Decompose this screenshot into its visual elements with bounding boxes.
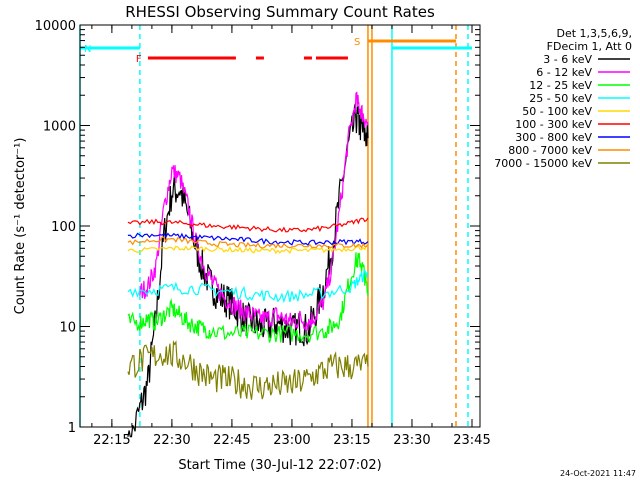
legend-entry-label: 25 - 50 keV (529, 92, 592, 105)
vertical-markers (79, 25, 469, 427)
y-tick-label: 10 (59, 321, 76, 336)
x-tick-label: 22:45 (213, 433, 250, 448)
y-axis-label: Count Rate (s⁻¹ detector⁻¹) (13, 138, 28, 315)
axes: 22:15 22:30 22:45 23:00 23:15 23:30 23:45 1 10 10… (35, 19, 491, 448)
x-tick-label: 23:45 (453, 433, 490, 448)
series-line-3 (127, 269, 369, 304)
series-line-1 (139, 91, 369, 331)
flag-label-F: F (136, 54, 142, 65)
y-tick-label: 10000 (35, 19, 76, 34)
y-tick-label: 100 (51, 220, 76, 235)
legend-header-line: FDecim 1, Att 0 (547, 40, 632, 53)
series-line-7 (127, 236, 369, 249)
x-tick-label: 23:30 (393, 433, 430, 448)
legend-entry-label: 3 - 6 keV (543, 53, 592, 66)
series-line-2 (127, 252, 369, 344)
timestamp: 24-Oct-2021 11:47 (560, 469, 636, 478)
legend-entry-label: 7000 - 15000 keV (494, 157, 592, 170)
flag-bars: N F S (80, 37, 472, 65)
x-tick-label: 23:00 (273, 433, 310, 448)
series-line-8 (127, 340, 369, 400)
x-tick-label: 22:30 (153, 433, 190, 448)
y-tick-label: 1000 (43, 120, 76, 135)
chart-title: RHESSI Observing Summary Count Rates (125, 3, 435, 21)
series-lines (127, 91, 369, 438)
legend-entry-label: 300 - 800 keV (515, 131, 592, 144)
x-tick-label: 22:15 (93, 433, 130, 448)
legend-entry-label: 12 - 25 keV (529, 79, 592, 92)
flag-label-N: N (84, 44, 91, 55)
legend-header-line: Det 1,3,5,6,9, (556, 27, 632, 40)
flag-label-S: S (354, 37, 360, 48)
legend-entry-label: 50 - 100 keV (522, 105, 592, 118)
x-axis-label: Start Time (30-Jul-12 22:07:02) (178, 458, 381, 473)
legend-entry-label: 100 - 300 keV (515, 118, 592, 131)
x-tick-label: 23:15 (333, 433, 370, 448)
y-tick-label: 1 (68, 421, 76, 436)
legend-entry-label: 6 - 12 keV (536, 66, 592, 79)
series-line-6 (127, 232, 369, 246)
series-line-5 (127, 217, 369, 233)
legend-entry-label: 800 - 7000 keV (508, 144, 592, 157)
series-line-4 (127, 243, 369, 255)
legend: Det 1,3,5,6,9,FDecim 1, Att 03 - 6 keV6 … (494, 27, 632, 170)
